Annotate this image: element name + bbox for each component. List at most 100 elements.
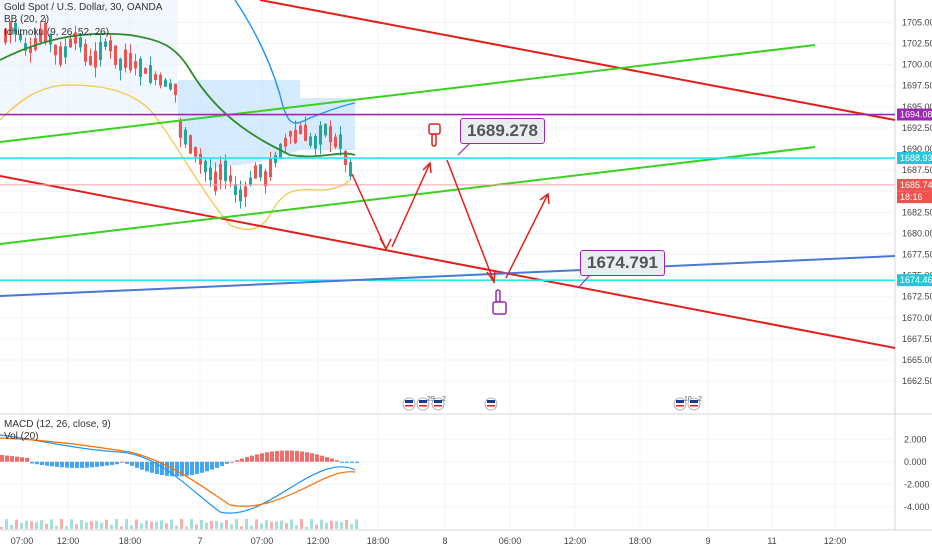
price-tick-label: 1697.500 [902,81,932,91]
price-tick-label: 1690.000 [902,144,932,154]
ichimoku-legend[interactable]: Ichimoku (9, 26, 52, 26) [4,27,110,38]
flag-canton [487,400,495,403]
macd-histogram-bar [5,455,9,462]
grid [0,0,895,530]
pointing-hand-up-red-icon[interactable] [428,123,441,147]
volume-bar [20,523,23,529]
green-channel-upper-line[interactable] [0,44,816,143]
volume-bar [50,519,53,529]
volume-bar [5,519,8,529]
candle-body [274,155,277,164]
macd-histogram-bar [75,461,79,468]
callout-connector-upper [457,142,471,156]
volume-bar [100,522,103,529]
projection-arrow-1[interactable] [351,173,387,250]
candle-body [34,38,37,50]
time-tick-label: 12:00 [307,536,330,546]
price-tag-label: 1674.461 [900,275,932,285]
volume-bar [160,520,163,529]
volume-bar [260,523,263,529]
price-tag-box[interactable] [897,274,932,287]
macd-signal-line [0,437,356,507]
candle-body [54,44,57,56]
price-tag-label: 18:16 [900,192,923,202]
projection-arrow-4[interactable] [505,193,549,279]
vol-legend[interactable]: Vol (20) [4,431,39,442]
macd-histogram-bar [195,461,199,475]
candle-body [159,74,162,86]
projection-arrow-2[interactable] [391,162,431,248]
volume-bar [190,519,193,529]
volume-bar [320,519,323,529]
flag-stripe [405,405,413,407]
price-tag-box[interactable] [897,108,932,121]
price-callout-lower[interactable]: 1674.791 [580,250,665,276]
bb-legend[interactable]: BB (20, 2) [4,14,50,25]
time-tick-label: 8 [442,536,447,546]
candle-body [294,129,297,144]
us-flag-event-icon[interactable]: 10 [673,396,692,411]
macd-histogram-bar [0,455,4,462]
red-channel-upper-line[interactable] [259,0,896,121]
time-axis[interactable]: 07:00 12:00 18:00 7 07:00 12:00 18:00 8 06:00 12:… [11,536,847,546]
macd-histogram-bar [245,457,249,462]
red-channel-lower-line[interactable] [0,175,896,349]
macd-histogram-bar [305,452,309,462]
us-flag-event-icon[interactable]: 2 [687,396,702,411]
flag-canton [676,400,684,403]
blue-trend-line[interactable] [0,255,896,297]
volume-bar [325,522,328,529]
event-bg [402,397,416,411]
price-tag-box[interactable] [897,152,932,165]
us-flag-event-icon[interactable]: 29 [416,396,435,411]
ichimoku-conversion-line [0,84,351,231]
volume-bar [95,520,98,529]
macd-histogram-bar [15,456,19,462]
macd-histogram-bar [220,461,224,466]
candle-body [74,32,77,44]
macd-histogram-bar [290,450,294,462]
price-tick-label: 1687.500 [902,165,932,175]
macd-histogram-bar [350,461,354,463]
candle-body [64,46,67,58]
macd-histogram-bar [105,461,109,466]
macd-tick-label: -4.000 [904,502,930,512]
candle-body [4,29,7,43]
price-tick-label: 1662.500 [902,376,932,386]
projection-arrow-3[interactable] [446,159,495,283]
macd-histogram-bar [325,457,329,462]
macd-histogram-bar [150,461,154,473]
macd-histogram-bar [20,457,24,462]
macd-legend[interactable]: MACD (12, 26, close, 9) [4,419,111,430]
price-tick-label: 1702.500 [902,39,932,49]
symbol-legend[interactable]: Gold Spot / U.S. Dollar, 30, OANDA [4,2,163,13]
time-tick-label: 11 [767,536,776,546]
macd-histogram-bar [90,461,94,468]
price-tag-box[interactable] [897,191,932,204]
macd-histogram-bar [160,461,164,476]
volume-bar [200,519,203,529]
macd-histogram-bar [80,461,84,468]
candle-body [324,123,327,136]
candle-body [259,164,262,178]
flag-stripe [487,405,495,407]
us-flag-event-icon[interactable] [402,397,416,411]
us-flag-event-icon[interactable] [484,397,498,411]
candle-body [79,37,82,48]
candle-body [329,126,332,143]
price-tag-box[interactable] [897,178,932,191]
green-channel-lower-line[interactable] [0,146,816,245]
price-callout-upper[interactable]: 1689.278 [460,118,545,144]
volume-bar [295,525,298,529]
drawings[interactable] [0,0,896,349]
candle-body [39,28,42,43]
price-axis[interactable]: 1705.000 1702.500 1700.000 1697.500 1695.000… [897,17,932,386]
macd-histogram-bar [85,461,89,468]
pointing-hand-down-purple-icon[interactable] [492,289,507,315]
macd-histogram-bar [285,450,289,462]
macd-histogram-bar [140,461,144,470]
volume-bar [105,519,108,529]
flag-canton [419,400,427,403]
us-flag-event-icon[interactable]: 2 [431,396,446,411]
